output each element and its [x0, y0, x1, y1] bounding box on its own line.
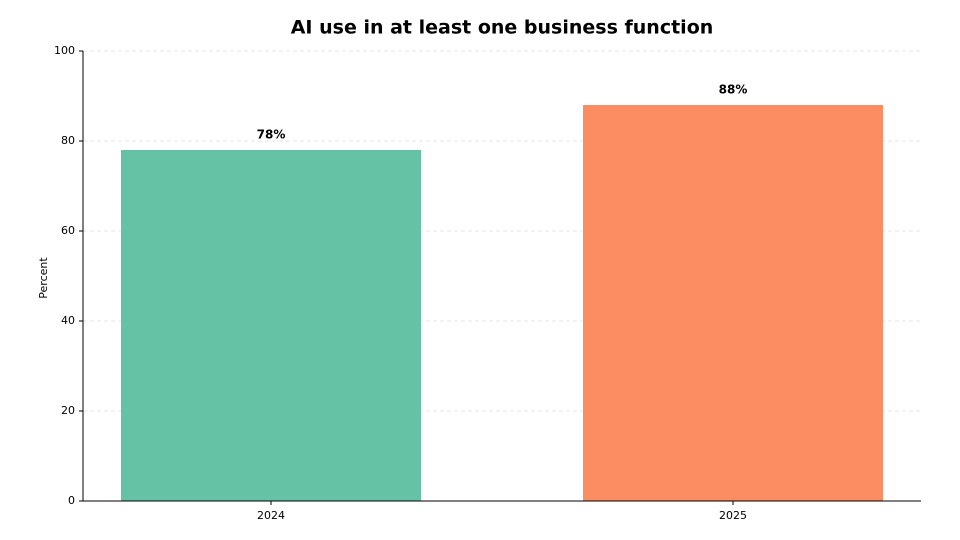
chart-title: AI use in at least one business function [291, 17, 714, 39]
value-label: 78% [257, 128, 286, 142]
y-tick-label: 40 [61, 314, 75, 327]
y-tick-label: 100 [54, 44, 75, 57]
value-label: 88% [719, 83, 748, 97]
y-tick-label: 20 [61, 404, 75, 417]
bar [121, 150, 421, 501]
y-tick-label: 60 [61, 224, 75, 237]
y-axis-label: Percent [37, 257, 50, 299]
bar [583, 105, 883, 501]
y-tick-label: 0 [68, 494, 75, 507]
x-tick-label: 2024 [257, 509, 285, 522]
y-tick-label: 80 [61, 134, 75, 147]
x-tick-label: 2025 [719, 509, 747, 522]
